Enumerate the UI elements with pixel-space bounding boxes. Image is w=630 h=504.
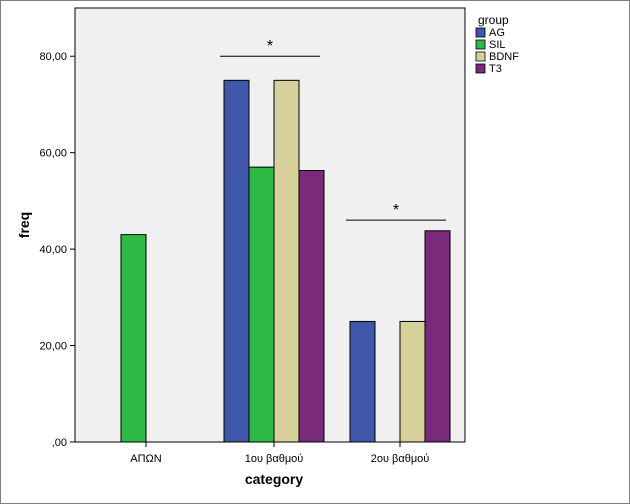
x-tick-label: 1ου βαθμού (245, 453, 304, 465)
legend-swatch (475, 27, 486, 38)
y-tick-label: 40,00 (39, 244, 67, 256)
y-tick-label: 20,00 (39, 341, 67, 353)
legend-swatch (475, 39, 486, 50)
y-tick-label: 80,00 (39, 51, 67, 63)
legend-swatch (475, 51, 486, 62)
legend-label: AG (489, 27, 505, 39)
y-axis-title: freq (16, 212, 32, 238)
bar (399, 320, 426, 443)
legend-label: T3 (489, 63, 502, 75)
significance-marker: * (267, 38, 273, 55)
legend-title: group (478, 13, 509, 27)
legend-label: BDNF (489, 51, 519, 63)
bar (298, 170, 325, 443)
x-tick-label: 2ου βαθμού (371, 453, 430, 465)
bar (120, 234, 147, 443)
bar (349, 320, 376, 443)
legend-swatch (475, 63, 486, 74)
legend-label: SIL (489, 39, 506, 51)
y-tick-label: ,00 (52, 437, 67, 449)
significance-annotations: ** (220, 38, 446, 221)
y-axis: ,00 20,00 40,00 60,00 80,00 (39, 51, 75, 449)
significance-marker: * (393, 202, 399, 219)
bar (248, 166, 275, 443)
x-axis: ΑΠΩΝ 1ου βαθμού 2ου βαθμού (130, 442, 429, 465)
x-tick-label: ΑΠΩΝ (130, 453, 162, 465)
x-axis-title: category (245, 471, 304, 487)
bars-layer (120, 79, 451, 443)
bar (424, 230, 451, 443)
y-tick-label: 60,00 (39, 148, 67, 160)
bar (223, 79, 250, 443)
bar (273, 79, 300, 443)
